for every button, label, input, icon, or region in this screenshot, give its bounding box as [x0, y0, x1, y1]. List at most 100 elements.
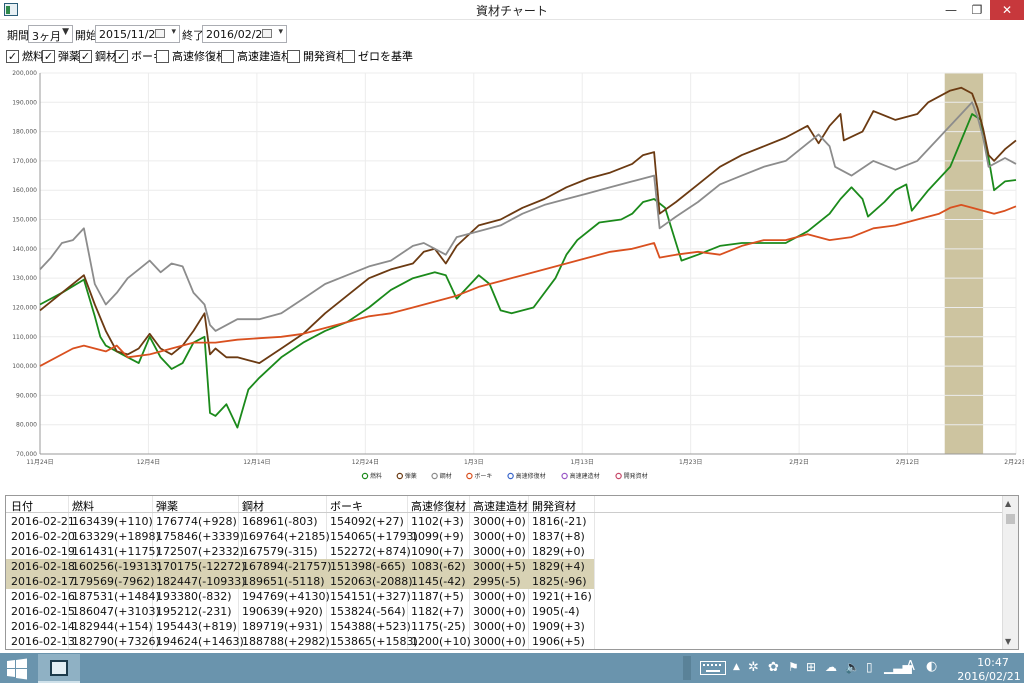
legend-label: 高速建造材	[570, 472, 600, 480]
battery-icon[interactable]: ▯	[866, 660, 873, 674]
table-row[interactable]: 2016-02-16 187531(+1484) 193380(-832) 19476…	[6, 589, 594, 604]
table-row[interactable]: 2016-02-21 163439(+110) 176774(+928) 168961…	[6, 514, 594, 529]
table-cell: 1099(+9)	[411, 530, 464, 543]
table-row[interactable]: 2016-02-18 160256(-19313) 170175(-12272) 16…	[6, 559, 594, 574]
period-controls: 期間 3ヶ月 ▼ 開始 2015/11/24 ▾ 終了 2016/02/21 ▾	[0, 22, 1024, 46]
cloud-icon[interactable]: ☁	[825, 660, 837, 674]
y-tick-label: 80,000	[16, 422, 37, 429]
table-cell: 3000(+0)	[473, 620, 526, 633]
checkbox-box[interactable]: ✓	[79, 49, 92, 63]
chart-svg: 200,000 190,000 180,000 170,000 160,000 150,0…	[12, 70, 1024, 480]
column-header[interactable]: 高速建造材	[473, 500, 528, 513]
signal-icon[interactable]: ▁▃▅	[884, 660, 912, 674]
table-cell: 154065(+1793)	[330, 530, 418, 543]
column-header[interactable]: ボーキ	[330, 500, 363, 513]
scroll-down-icon[interactable]: ▼	[1005, 637, 1012, 646]
taskbar-app-chart[interactable]	[38, 654, 80, 683]
legend-marker	[361, 472, 369, 480]
start-date-picker[interactable]: 2015/11/24 ▾	[95, 25, 180, 43]
table-row[interactable]: 2016-02-17 179569(-7962) 182447(-10933) 189…	[6, 574, 594, 589]
checkbox-instant-repair[interactable]: 高速修復材	[156, 48, 227, 63]
column-header[interactable]: 鋼材	[242, 500, 264, 513]
checkbox-box[interactable]: ✓	[115, 49, 128, 63]
column-header[interactable]: 弾薬	[156, 500, 178, 513]
table-cell: 194624(+1463)	[156, 635, 244, 648]
scrollbar-thumb[interactable]	[1006, 514, 1015, 524]
series-line-鋼材	[39, 101, 1017, 332]
checkbox-box[interactable]: ✓	[6, 49, 19, 63]
chevron-up-icon[interactable]: ▲	[733, 662, 740, 672]
legend-label: 鋼材	[440, 472, 452, 480]
table-cell: 172507(+2332)	[156, 545, 244, 558]
column-header[interactable]: 高速修復材	[411, 500, 466, 513]
vertical-scrollbar[interactable]: ▲ ▼	[1002, 496, 1018, 649]
table-cell: 1182(+7)	[411, 605, 464, 618]
x-tick-label: 12月14日	[243, 459, 270, 466]
resource-table[interactable]: 日付 燃料 弾薬 鋼材 ボーキ 高速修復材 高速建造材 開発資材 2016-02-21 1634…	[5, 495, 1019, 650]
x-tick-label: 12月4日	[137, 459, 160, 466]
column-header[interactable]: 開発資材	[532, 500, 576, 513]
calendar-icon[interactable]	[262, 29, 272, 38]
flag-icon[interactable]: ⚑	[788, 660, 799, 674]
table-row[interactable]: 2016-02-20 163329(+1898) 175846(+3339) 1697…	[6, 529, 594, 544]
table-row[interactable]: 2016-02-19 161431(+1175) 172507(+2332) 1675…	[6, 544, 594, 559]
table-cell: 3000(+0)	[473, 515, 526, 528]
table-cell: 1083(-62)	[411, 560, 466, 573]
table-cell: 1905(-4)	[532, 605, 580, 618]
table-row[interactable]: 2016-02-13 182790(+7326) 194624(+1463) 1887…	[6, 634, 594, 649]
windows-start-icon[interactable]	[6, 658, 28, 680]
table-cell: 189651(-5118)	[242, 575, 325, 588]
end-date-picker[interactable]: 2016/02/21 ▾	[202, 25, 287, 43]
checkbox-box[interactable]	[342, 49, 355, 63]
table-header: 日付 燃料 弾薬 鋼材 ボーキ 高速修復材 高速建造材 開発資材	[6, 496, 1006, 513]
checkbox-box[interactable]	[221, 49, 234, 63]
y-tick-label: 90,000	[16, 392, 37, 399]
table-cell: 193380(-832)	[156, 590, 232, 603]
chevron-down-icon: ▾	[278, 27, 283, 37]
y-tick-label: 190,000	[12, 99, 37, 106]
table-cell: 3000(+5)	[473, 560, 526, 573]
checkbox-bauxite[interactable]: ✓ ボーキ	[115, 48, 164, 63]
windows-icon[interactable]: ⊞	[806, 660, 817, 674]
table-row[interactable]: 2016-02-14 182944(+154) 195443(+819) 189719…	[6, 619, 594, 634]
maximize-button[interactable]: ❐	[971, 3, 983, 17]
clock-time[interactable]: 10:47	[977, 656, 1009, 669]
table-cell: 179569(-7962)	[72, 575, 155, 588]
column-header[interactable]: 燃料	[72, 500, 94, 513]
window-title: 資材チャート	[476, 4, 548, 18]
scroll-up-icon[interactable]: ▲	[1005, 499, 1012, 508]
action-center-icon[interactable]: ◐	[926, 659, 938, 674]
keyboard-icon[interactable]	[700, 661, 726, 675]
checkbox-instant-build[interactable]: 高速建造材	[221, 48, 292, 63]
column-header[interactable]: 日付	[11, 500, 33, 513]
legend-marker	[561, 472, 568, 480]
x-tick-label: 2月2日	[789, 459, 809, 466]
checkbox-ammo[interactable]: ✓ 弾薬	[42, 48, 80, 63]
checkbox-fuel[interactable]: ✓ 燃料	[6, 48, 44, 63]
close-button[interactable]: ✕	[990, 0, 1024, 20]
table-cell: 151398(-665)	[330, 560, 406, 573]
volume-icon[interactable]: 🔈	[845, 660, 860, 674]
table-row[interactable]: 2016-02-15 186047(+3103) 195212(-231) 19063…	[6, 604, 594, 619]
legend-label: 高速修復材	[516, 472, 546, 480]
table-cell: 1145(-42)	[411, 575, 466, 588]
period-select[interactable]: 3ヶ月 ▼	[28, 25, 73, 43]
checkbox-steel[interactable]: ✓ 鋼材	[79, 48, 117, 63]
chevron-down-icon: ▾	[171, 27, 176, 37]
checkbox-dev-material[interactable]: 開発資材	[287, 48, 347, 63]
checkbox-zero-base[interactable]: ゼロを基準	[342, 48, 413, 63]
minimize-button[interactable]: —	[945, 3, 957, 17]
checkbox-box[interactable]	[156, 49, 169, 63]
gear-icon[interactable]: ✲	[748, 660, 759, 675]
network-app-icon[interactable]: ✿	[768, 660, 779, 675]
ime-indicator[interactable]: A	[906, 659, 915, 674]
x-tick-label: 12月24日	[352, 459, 379, 466]
table-cell: 154092(+27)	[330, 515, 404, 528]
table-cell: 186047(+3103)	[72, 605, 160, 618]
checkbox-box[interactable]	[287, 49, 300, 63]
checkbox-box[interactable]: ✓	[42, 49, 55, 63]
clock-date[interactable]: 2016/02/21	[957, 670, 1021, 683]
calendar-icon[interactable]	[155, 29, 165, 38]
tray-separator[interactable]	[683, 656, 691, 680]
table-cell: 175846(+3339)	[156, 530, 244, 543]
